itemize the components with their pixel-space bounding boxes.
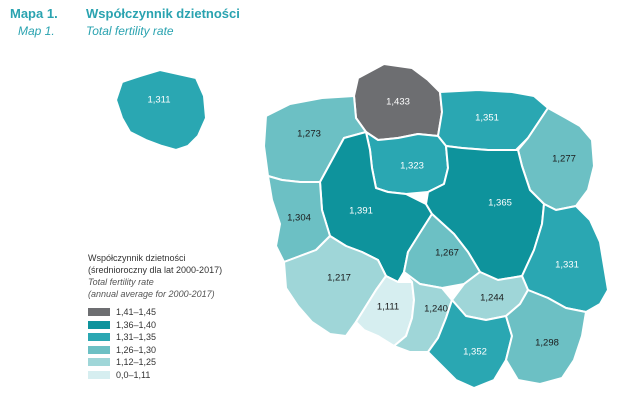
region-podkarpackie xyxy=(505,289,587,385)
map-title-en: Total fertility rate xyxy=(86,24,174,38)
region-slaskie xyxy=(393,271,453,353)
legend-label: 1,26–1,30 xyxy=(116,344,157,355)
region-label-swietokrzyskie: 1,244 xyxy=(480,293,504,304)
region-label-mazowieckie: 1,365 xyxy=(488,198,512,209)
legend-label: 0,0–1,11 xyxy=(116,369,151,380)
map-title: Współczynnik dzietności xyxy=(86,6,240,21)
region-label-podkarpackie: 1,298 xyxy=(535,338,559,349)
region-label-opolskie: 1,111 xyxy=(377,302,399,313)
region-label-lubuskie: 1,304 xyxy=(287,213,311,224)
legend-label: 1,36–1,40 xyxy=(116,319,157,330)
region-label-slaskie: 1,240 xyxy=(424,304,448,315)
legend-swatch xyxy=(88,308,110,317)
legend-item: 1,36–1,40 xyxy=(88,319,222,332)
national-map: 1,311 xyxy=(115,69,207,151)
national-value-label: 1,311 xyxy=(147,95,170,106)
legend-swatch xyxy=(88,370,110,379)
legend-label: 1,41–1,45 xyxy=(116,307,157,318)
legend-title-en: Total fertility rate xyxy=(88,277,154,287)
regions-layer xyxy=(263,63,609,389)
region-label-malopolskie: 1,352 xyxy=(463,347,487,358)
labels-layer: 1,433 1,351 1,273 1,323 1,277 1,391 1,36… xyxy=(287,97,579,358)
legend-subtitle: (średnioroczny dla lat 2000-2017) xyxy=(88,265,223,275)
legend: Współczynnik dzietności (średnioroczny d… xyxy=(88,252,222,381)
map-number: Mapa 1. xyxy=(10,6,58,21)
region-label-dolnoslaskie: 1,217 xyxy=(327,273,351,284)
map-number-en: Map 1. xyxy=(18,24,55,38)
legend-swatch xyxy=(88,358,110,367)
legend-swatch xyxy=(88,320,110,329)
legend-item: 1,41–1,45 xyxy=(88,306,222,319)
legend-label: 1,31–1,35 xyxy=(116,332,157,343)
region-lubelskie xyxy=(521,203,609,313)
legend-label: 1,12–1,25 xyxy=(116,357,157,368)
region-label-podlaskie: 1,277 xyxy=(552,154,576,165)
region-label-lubelskie: 1,331 xyxy=(555,260,579,271)
legend-item: 0,0–1,11 xyxy=(88,369,222,382)
region-malopolskie xyxy=(427,299,513,389)
legend-swatch xyxy=(88,345,110,354)
region-label-lodzkie: 1,267 xyxy=(435,248,459,259)
legend-subtitle-en: (annual average for 2000-2017) xyxy=(88,289,215,299)
region-label-warminsko-mazurskie: 1,351 xyxy=(475,113,499,124)
legend-title: Współczynnik dzietności xyxy=(88,253,186,263)
legend-item: 1,12–1,25 xyxy=(88,356,222,369)
legend-item: 1,26–1,30 xyxy=(88,344,222,357)
legend-items: 1,41–1,45 1,36–1,40 1,31–1,35 1,26–1,30 … xyxy=(88,306,222,381)
legend-item: 1,31–1,35 xyxy=(88,331,222,344)
region-label-pomorskie: 1,433 xyxy=(386,97,410,108)
national-outline xyxy=(115,69,207,151)
legend-swatch xyxy=(88,333,110,342)
region-label-wielkopolskie: 1,391 xyxy=(349,206,373,217)
region-label-kujawsko-pomorskie: 1,323 xyxy=(400,161,424,172)
region-label-zachodniopomorskie: 1,273 xyxy=(297,129,321,140)
